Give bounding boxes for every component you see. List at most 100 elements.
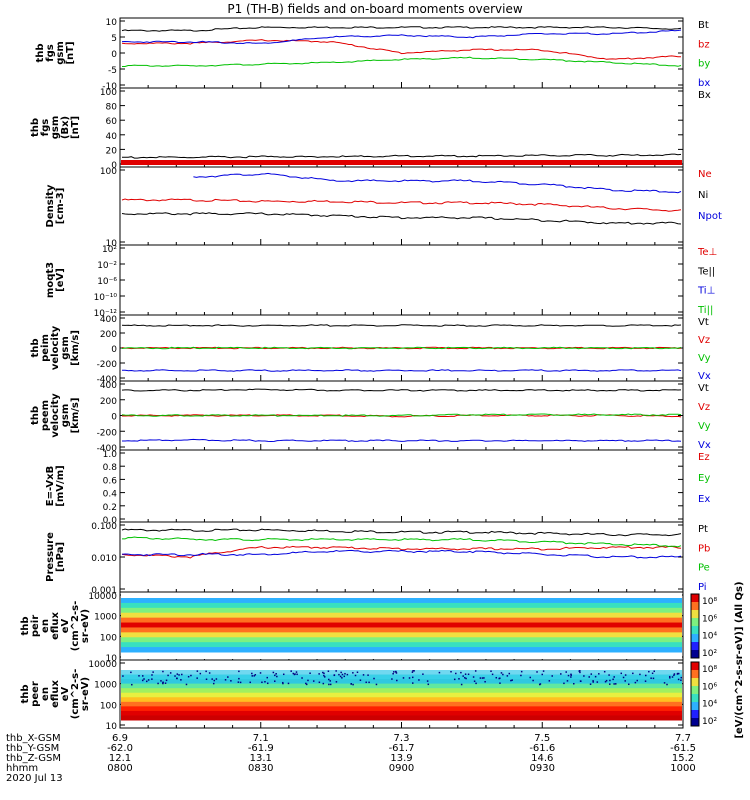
colorbar-segment — [691, 686, 699, 695]
heatmap-band — [121, 632, 682, 638]
colorbar: 10⁸ 10⁶ 10⁴ 10² — [690, 593, 717, 659]
heatmap-speckle — [323, 674, 325, 677]
heatmap-speckle — [174, 675, 176, 677]
panel-peim-velocity: thbpeimvelocitygsm[km/s] 400 200 0 -200 -400 V… — [30, 314, 711, 385]
heatmap-speckle — [343, 675, 346, 678]
y-axis-label-line: fgs — [45, 44, 56, 62]
y-axis-label-line: E=-VxB — [45, 466, 56, 506]
legend-Vx: Vx — [698, 440, 711, 451]
heatmap-speckle — [335, 670, 337, 672]
heatmap-speckle — [548, 680, 551, 682]
heatmap-speckle — [138, 675, 140, 677]
heatmap-speckle — [680, 676, 682, 679]
heatmap-speckle — [328, 678, 330, 681]
heatmap-speckle — [301, 677, 303, 679]
legend-Ti||: Ti|| — [697, 305, 713, 316]
series-bx — [121, 29, 682, 45]
colorbar: 10⁸ 10⁶ 10⁴ 10² — [690, 661, 717, 727]
heatmap-speckle — [143, 678, 145, 680]
heatmap-band — [121, 715, 682, 721]
heatmap-speckle — [592, 681, 594, 683]
legend-bx: bx — [698, 78, 710, 89]
heatmap-speckle — [275, 673, 277, 675]
legend-Vy: Vy — [698, 421, 711, 432]
heatmap-speckle — [367, 674, 369, 676]
heatmap-speckle — [573, 682, 575, 685]
heatmap-band — [121, 602, 682, 609]
heatmap-speckle — [151, 678, 153, 680]
heatmap-speckle — [344, 672, 346, 675]
heatmap-speckle — [455, 672, 457, 675]
y-axis-label-line: fgs — [40, 119, 51, 137]
heatmap-speckle — [673, 674, 675, 676]
heatmap-speckle — [396, 679, 398, 682]
heatmap-band — [121, 674, 682, 680]
series-Ne — [121, 198, 682, 212]
series-Pt — [121, 528, 682, 537]
legend-Pb: Pb — [698, 543, 710, 554]
y-axis-label-line: en — [40, 687, 51, 701]
y-tick-label: 0.6 — [103, 476, 118, 486]
heatmap-speckle — [122, 675, 124, 677]
heatmap-band — [121, 701, 682, 707]
heatmap-speckle — [499, 682, 501, 684]
heatmap-speckle — [502, 673, 504, 676]
y-axis-label-line: (Bx) — [60, 116, 71, 139]
heatmap-speckle — [333, 674, 336, 676]
heatmap-speckle — [340, 671, 342, 674]
heatmap-speckle — [653, 670, 655, 673]
heatmap-speckle — [645, 674, 647, 677]
heatmap-speckle — [185, 683, 188, 686]
heatmap-speckle — [254, 674, 257, 676]
y-axis-label-line: [eV] — [55, 268, 66, 292]
colorbar-segment — [691, 634, 699, 643]
y-axis-label-line: [km/s] — [70, 330, 81, 366]
x-axis-row-label: hhmm — [6, 763, 38, 774]
heatmap-speckle — [520, 674, 522, 677]
heatmap-speckle — [484, 680, 486, 683]
x-axis-value: 0930 — [530, 763, 555, 774]
panel-temperature: moqt3[eV] 10² 10⁻² 10⁻⁶ 10⁻¹⁰ 10⁻¹² Te⊥ Te|| Ti⊥… — [45, 244, 717, 319]
heatmap-speckle — [176, 677, 178, 680]
heatmap-speckle — [520, 670, 523, 673]
heatmap-band — [121, 642, 682, 648]
heatmap-speckle — [352, 672, 354, 674]
y-axis-label-line: sr-eV) — [80, 677, 91, 711]
heatmap-speckle — [391, 678, 393, 680]
legend-Ni: Ni — [698, 190, 708, 201]
y-tick-label: 20 — [106, 146, 118, 156]
heatmap-speckle — [464, 673, 467, 675]
heatmap-speckle — [276, 675, 278, 678]
heatmap-speckle — [570, 673, 572, 676]
legend-Vz: Vz — [698, 335, 710, 346]
heatmap-speckle — [373, 677, 375, 680]
heatmap-speckle — [563, 682, 565, 685]
y-axis-label: thbpeimvelocitygsm[km/s] — [30, 325, 81, 370]
heatmap-speckle — [249, 681, 251, 684]
y-axis-label-line: eV — [60, 686, 71, 701]
legend-Ez: Ez — [698, 452, 710, 463]
y-axis-label-line: [km/s] — [70, 398, 81, 434]
heatmap-speckle — [151, 674, 153, 676]
y-tick-label: 10000 — [88, 660, 117, 670]
colorbar-tick-label: 10⁶ — [702, 614, 717, 624]
heatmap-speckle — [318, 673, 320, 675]
x-axis-value: 6.9 — [112, 733, 128, 744]
x-axis-value: -61.7 — [389, 743, 415, 754]
y-axis-label-line: [mV/m] — [55, 465, 66, 506]
heatmap-speckle — [465, 677, 467, 680]
y-tick-label: 100 — [100, 701, 117, 711]
heatmap-speckle — [165, 679, 168, 682]
heatmap-speckle — [605, 679, 608, 682]
heatmap-speckle — [566, 680, 569, 682]
heatmap-speckle — [536, 671, 538, 673]
heatmap-speckle — [596, 681, 599, 683]
y-tick-label: 0 — [111, 161, 117, 171]
y-tick-label: 100 — [100, 167, 117, 177]
heatmap-speckle — [322, 682, 325, 685]
heatmap-speckle — [290, 670, 292, 672]
y-tick-label: 200 — [100, 330, 117, 340]
heatmap-speckle — [309, 672, 311, 674]
y-axis-label-line: thb — [35, 43, 46, 62]
heatmap-speckle — [411, 671, 414, 673]
